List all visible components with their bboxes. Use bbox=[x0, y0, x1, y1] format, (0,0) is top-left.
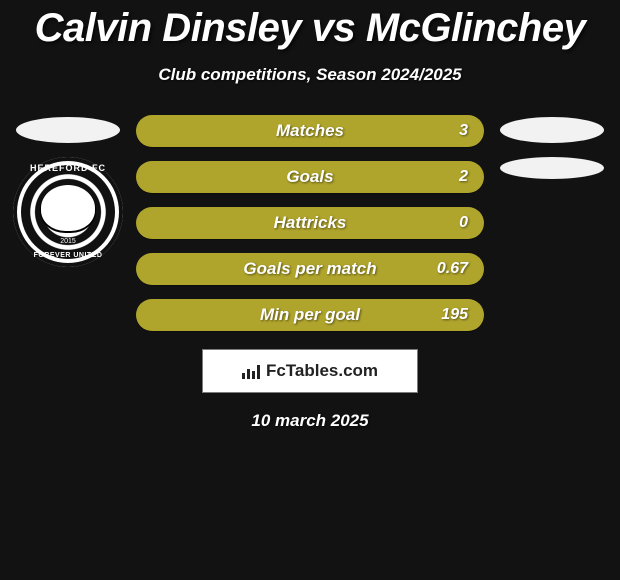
badge-top-text: HEREFORD FC bbox=[13, 163, 123, 173]
stat-bar-goals: Goals 2 bbox=[136, 161, 484, 193]
stats-column: Matches 3 Goals 2 Hattricks 0 Goals per … bbox=[128, 115, 492, 331]
right-player-column bbox=[492, 115, 612, 331]
left-player-column: HEREFORD FC 2015 FOREVER UNITED bbox=[8, 115, 128, 331]
stat-value: 195 bbox=[441, 306, 468, 324]
left-marker-1 bbox=[16, 117, 120, 143]
stat-value: 0.67 bbox=[437, 260, 468, 278]
comparison-content: HEREFORD FC 2015 FOREVER UNITED Matches … bbox=[0, 115, 620, 331]
stat-label: Goals bbox=[286, 167, 333, 187]
stat-label: Hattricks bbox=[274, 213, 347, 233]
page-title: Calvin Dinsley vs McGlinchey bbox=[0, 0, 620, 51]
badge-bottom-text: FOREVER UNITED bbox=[13, 252, 123, 259]
stat-bar-matches: Matches 3 bbox=[136, 115, 484, 147]
right-marker-2 bbox=[500, 157, 604, 179]
badge-year: 2015 bbox=[13, 238, 123, 245]
brand-text: FcTables.com bbox=[266, 361, 378, 381]
chart-icon bbox=[242, 363, 262, 379]
stat-bar-goals-per-match: Goals per match 0.67 bbox=[136, 253, 484, 285]
stat-label: Min per goal bbox=[260, 305, 360, 325]
stat-label: Goals per match bbox=[243, 259, 376, 279]
stat-label: Matches bbox=[276, 121, 344, 141]
stat-value: 3 bbox=[459, 122, 468, 140]
stat-bar-hattricks: Hattricks 0 bbox=[136, 207, 484, 239]
subtitle: Club competitions, Season 2024/2025 bbox=[0, 65, 620, 85]
brand-badge[interactable]: FcTables.com bbox=[202, 349, 418, 393]
right-marker-1 bbox=[500, 117, 604, 143]
stat-value: 0 bbox=[459, 214, 468, 232]
date-text: 10 march 2025 bbox=[0, 411, 620, 431]
stat-value: 2 bbox=[459, 168, 468, 186]
stat-bar-min-per-goal: Min per goal 195 bbox=[136, 299, 484, 331]
club-badge: HEREFORD FC 2015 FOREVER UNITED bbox=[13, 157, 123, 267]
